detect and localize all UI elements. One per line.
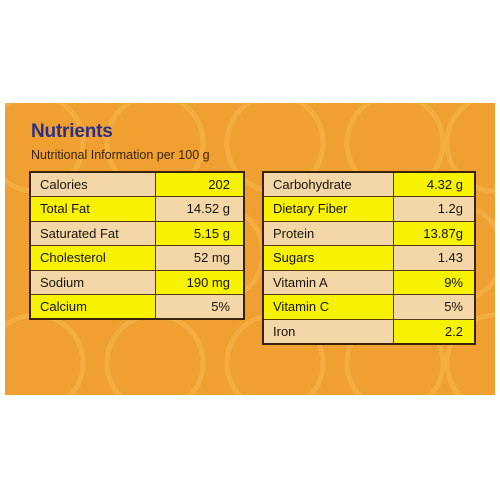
nutrient-value: 4.32 g xyxy=(392,171,476,197)
table-row: Vitamin A 9% xyxy=(262,269,476,295)
nutrient-name: Iron xyxy=(262,318,394,344)
nutrient-name: Carbohydrate xyxy=(262,171,394,197)
page-title: Nutrients xyxy=(31,121,113,142)
nutrient-name: Sodium xyxy=(29,269,156,295)
nutrient-name: Vitamin C xyxy=(262,294,394,320)
table-row: Dietary Fiber 1.2g xyxy=(262,196,476,222)
table-row: Protein 13.87g xyxy=(262,220,476,246)
nutrient-value: 52 mg xyxy=(154,245,245,271)
nutrient-name: Cholesterol xyxy=(29,245,156,271)
nutrient-name: Dietary Fiber xyxy=(262,196,394,222)
table-row: Cholesterol 52 mg xyxy=(29,245,245,271)
table-row: Carbohydrate 4.32 g xyxy=(262,171,476,197)
nutrient-name: Calcium xyxy=(29,294,156,320)
right-nutrient-table: Carbohydrate 4.32 g Dietary Fiber 1.2g Prote… xyxy=(262,171,476,345)
nutrient-name: Protein xyxy=(262,220,394,246)
left-nutrient-table: Calories 202 Total Fat 14.52 g Saturated Fat… xyxy=(29,171,245,320)
nutrient-value: 1.43 xyxy=(392,245,476,271)
nutrient-value: 202 xyxy=(154,171,245,197)
nutrient-value: 5.15 g xyxy=(154,220,245,246)
table-row: Iron 2.2 xyxy=(262,318,476,344)
page-subtitle: Nutritional Information per 100 g xyxy=(31,148,210,162)
table-row: Calcium 5% xyxy=(29,294,245,320)
nutrient-name: Calories xyxy=(29,171,156,197)
nutrient-value: 9% xyxy=(392,269,476,295)
nutrient-name: Saturated Fat xyxy=(29,220,156,246)
nutrient-value: 5% xyxy=(154,294,245,320)
nutrient-name: Total Fat xyxy=(29,196,156,222)
nutrient-name: Vitamin A xyxy=(262,269,394,295)
nutrient-name: Sugars xyxy=(262,245,394,271)
table-row: Vitamin C 5% xyxy=(262,294,476,320)
nutrient-value: 13.87g xyxy=(392,220,476,246)
table-row: Sodium 190 mg xyxy=(29,269,245,295)
nutrition-panel: Nutrients Nutritional Information per 10… xyxy=(5,103,495,395)
nutrient-value: 14.52 g xyxy=(154,196,245,222)
nutrient-value: 1.2g xyxy=(392,196,476,222)
table-row: Sugars 1.43 xyxy=(262,245,476,271)
nutrient-value: 5% xyxy=(392,294,476,320)
table-row: Total Fat 14.52 g xyxy=(29,196,245,222)
table-row: Saturated Fat 5.15 g xyxy=(29,220,245,246)
nutrient-value: 190 mg xyxy=(154,269,245,295)
nutrient-value: 2.2 xyxy=(392,318,476,344)
table-row: Calories 202 xyxy=(29,171,245,197)
